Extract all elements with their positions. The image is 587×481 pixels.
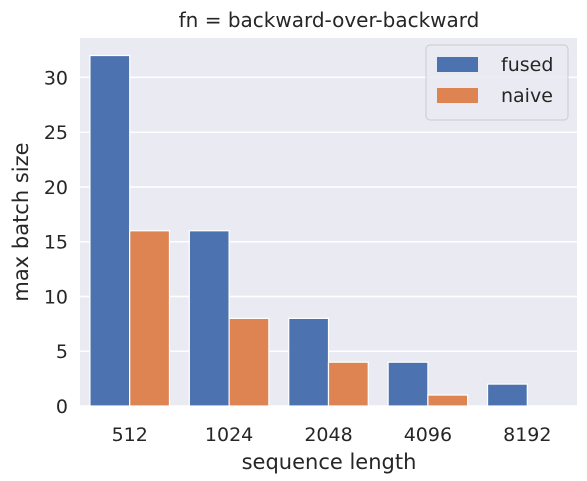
x-tick-label: 8192 [503,424,551,446]
bar-naive-1024 [228,317,270,407]
y-tick-label: 10 [44,286,68,308]
legend-swatch-fused [437,57,478,72]
bar-fused-8192 [486,383,528,407]
legend: fused naive [425,44,569,121]
chart-title: fn = backward-over-backward [179,8,480,32]
x-tick-label: 1024 [205,424,253,446]
bars [89,54,528,407]
bar-naive-4096 [427,394,469,407]
legend-label-fused: fused [501,54,553,76]
y-tick-labels: 0 5 10 15 20 25 30 [44,67,68,418]
bar-naive-512 [129,230,171,407]
y-axis-label: max batch size [9,142,33,301]
y-tick-label: 20 [44,177,68,199]
bar-fused-1024 [188,230,230,407]
x-tick-label: 2048 [304,424,352,446]
y-tick-label: 25 [44,122,68,144]
bar-naive-2048 [327,361,369,407]
bar-fused-512 [89,54,131,407]
x-tick-label: 512 [112,424,148,446]
legend-swatch-naive [437,88,478,103]
x-tick-label: 4096 [404,424,452,446]
x-tick-labels: 512 1024 2048 4096 8192 [112,424,552,446]
bar-fused-2048 [288,317,330,407]
y-tick-label: 0 [56,396,68,418]
y-tick-label: 15 [44,232,68,254]
bar-fused-4096 [387,361,429,407]
y-tick-label: 30 [44,67,68,89]
x-axis-label: sequence length [242,450,417,474]
legend-label-naive: naive [501,85,553,107]
y-tick-label: 5 [56,341,68,363]
